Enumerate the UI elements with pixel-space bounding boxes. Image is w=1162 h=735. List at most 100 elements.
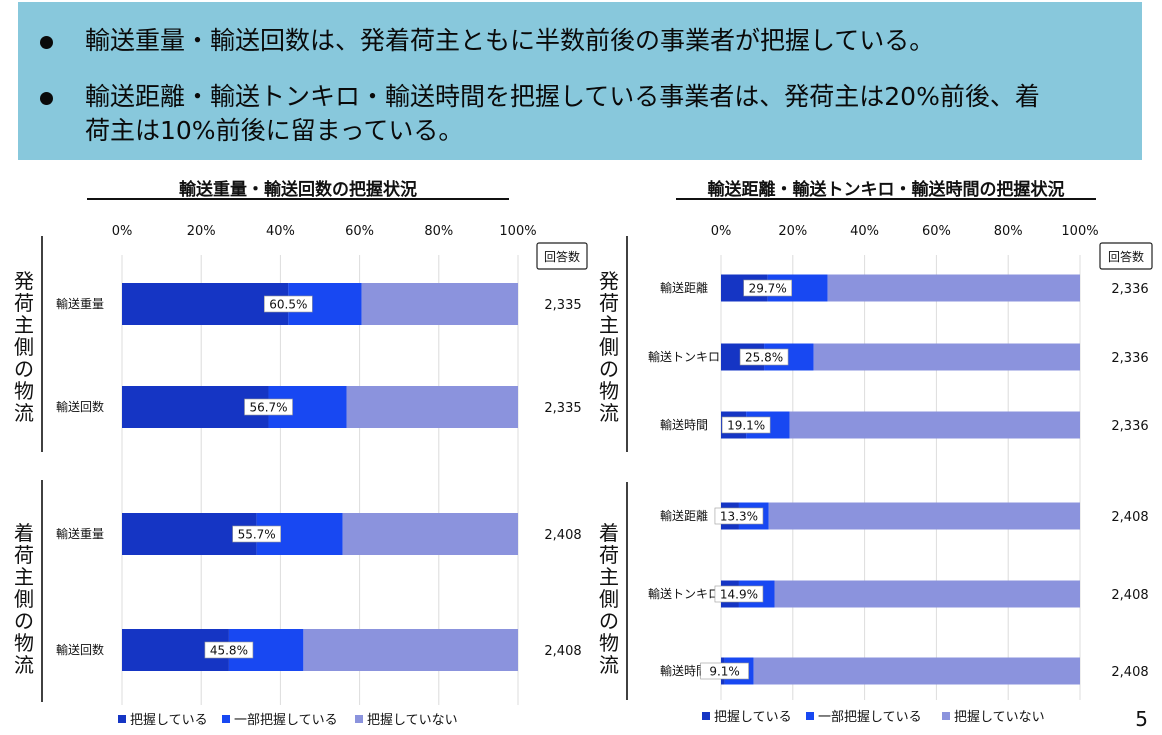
data-label: 13.3% [720,510,758,524]
response-count: 2,408 [1111,510,1148,525]
bar-segment [361,283,518,325]
bar-segment [789,411,1080,439]
group-label-char: の [599,357,619,381]
data-label: 9.1% [709,665,740,679]
category-label: 輸送重量 [56,526,104,541]
right-chart-title: 輸送距離・輸送トンキロ・輸送時間の把握状況 [707,180,1065,200]
data-label: 29.7% [749,282,787,296]
x-tick-label: 80% [424,224,453,239]
bullet-text: 輸送距離・輸送トンキロ・輸送時間を把握している事業者は、発荷主は20%前後、着 [85,82,1040,111]
count-header-label: 回答数 [544,249,580,264]
category-label: 輸送トンキロ [648,349,720,364]
page-number: 5 [1135,707,1148,731]
bar-segment [827,274,1080,302]
group-label-char: 側 [599,335,619,359]
category-label: 輸送距離 [660,280,708,295]
x-tick-label: 20% [778,224,807,239]
legend-swatch [222,715,230,723]
group-label-char: の [14,609,34,633]
bullet-text: 輸送重量・輸送回数は、発着荷主ともに半数前後の事業者が把握している。 [85,26,935,55]
left-chart-title: 輸送重量・輸送回数の把握状況 [179,180,417,200]
legend-label: 把握していない [367,713,458,728]
bullet-dot-icon [40,92,53,105]
data-label: 45.8% [210,644,248,658]
group-label-char: 着 [599,521,619,545]
bar-segment [122,283,289,325]
group-label-char: の [599,609,619,633]
x-tick-label: 60% [922,224,951,239]
data-label-box [743,279,792,297]
data-label: 14.9% [720,588,758,602]
group-label-char: 主 [599,565,619,589]
group-label-char: 物 [599,379,619,403]
response-count: 2,336 [1111,282,1148,297]
legend-swatch [118,715,126,723]
group-label-char: 荷 [14,543,34,567]
group-label-char: 荷 [599,291,619,315]
x-tick-label: 40% [850,224,879,239]
legend-label: 一部把握している [818,710,922,725]
legend-swatch [806,712,814,720]
data-label-box [714,585,764,603]
data-label: 55.7% [238,528,276,542]
right-title-underline [676,198,1096,200]
summary-banner [18,2,1142,160]
legend-label: 一部把握している [234,713,338,728]
response-count: 2,335 [544,298,581,313]
legend-swatch [355,715,363,723]
x-tick-label: 100% [1061,224,1098,239]
legend-swatch [702,712,710,720]
group-label-char: 物 [599,631,619,655]
data-label-box [204,641,254,659]
group-label-char: 側 [599,587,619,611]
legend-label: 把握していない [954,710,1045,725]
group-label-char: 主 [14,313,34,337]
category-label: 輸送回数 [56,399,104,414]
data-label-box [721,416,771,434]
data-label-box [264,295,313,313]
category-label: 輸送時間 [660,663,708,678]
group-label-char: 発 [14,269,34,293]
group-label-char: 側 [14,587,34,611]
bullet-text: 荷主は10%前後に留まっている。 [85,116,464,145]
x-tick-label: 60% [345,224,374,239]
bar-segment [753,657,1080,685]
bar-segment [346,386,518,428]
x-tick-label: 20% [187,224,216,239]
category-label: 輸送時間 [660,417,708,432]
x-tick-label: 0% [112,224,133,239]
category-label: 輸送回数 [56,642,104,657]
data-label-box [714,507,764,525]
count-header-box [1099,242,1153,270]
data-label-box [232,525,281,543]
category-label: 輸送トンキロ [648,586,720,601]
data-label-box [700,662,749,680]
bar-segment [342,513,518,555]
category-label: 輸送距離 [660,508,708,523]
data-label: 19.1% [727,419,765,433]
group-label-char: 着 [14,521,34,545]
response-count: 2,408 [544,528,581,543]
response-count: 2,335 [544,401,581,416]
data-label: 25.8% [745,351,783,365]
group-label-char: 物 [14,631,34,655]
bar-segment [768,502,1080,530]
bar-segment [813,343,1080,371]
x-tick-label: 0% [711,224,732,239]
group-label-char: 物 [14,379,34,403]
group-label-char: 流 [14,401,34,425]
response-count: 2,408 [1111,588,1148,603]
group-label-char: 荷 [14,291,34,315]
group-label-char: の [14,357,34,381]
data-label-box [739,348,789,366]
response-count: 2,408 [1111,665,1148,680]
bar-segment [122,386,269,428]
group-label-char: 流 [14,653,34,677]
group-label-char: 流 [599,653,619,677]
x-tick-label: 80% [994,224,1023,239]
legend-label: 把握している [714,710,792,725]
x-tick-label: 40% [266,224,295,239]
bar-segment [303,629,518,671]
group-label-char: 流 [599,401,619,425]
